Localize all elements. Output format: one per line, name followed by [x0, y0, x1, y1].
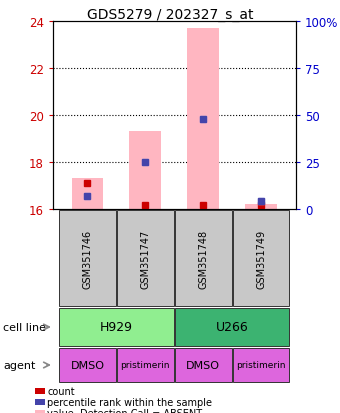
Text: DMSO: DMSO: [186, 360, 220, 370]
Text: percentile rank within the sample: percentile rank within the sample: [47, 397, 212, 407]
Text: value, Detection Call = ABSENT: value, Detection Call = ABSENT: [47, 408, 202, 413]
Bar: [59, 348, 116, 382]
Text: pristimerin: pristimerin: [236, 361, 286, 370]
Text: U266: U266: [216, 321, 249, 334]
Text: GDS5279 / 202327_s_at: GDS5279 / 202327_s_at: [87, 8, 253, 22]
Bar: [187, 29, 219, 209]
Text: GSM351746: GSM351746: [82, 229, 92, 288]
Bar: [175, 348, 232, 382]
Text: count: count: [47, 386, 74, 396]
Text: agent: agent: [3, 360, 36, 370]
Bar: [175, 211, 232, 306]
Text: GSM351747: GSM351747: [140, 229, 150, 288]
Bar: [175, 308, 289, 347]
Bar: [117, 211, 174, 306]
Bar: [59, 211, 116, 306]
Text: DMSO: DMSO: [70, 360, 104, 370]
Bar: [233, 211, 289, 306]
Bar: [59, 308, 174, 347]
Bar: [245, 205, 277, 209]
Bar: [233, 348, 289, 382]
Text: GSM351748: GSM351748: [198, 229, 208, 288]
Text: GSM351749: GSM351749: [256, 229, 266, 288]
Text: H929: H929: [100, 321, 133, 334]
Bar: [71, 179, 103, 209]
Bar: [117, 348, 174, 382]
Text: cell line: cell line: [3, 322, 46, 332]
Text: pristimerin: pristimerin: [121, 361, 170, 370]
Bar: [130, 132, 161, 209]
